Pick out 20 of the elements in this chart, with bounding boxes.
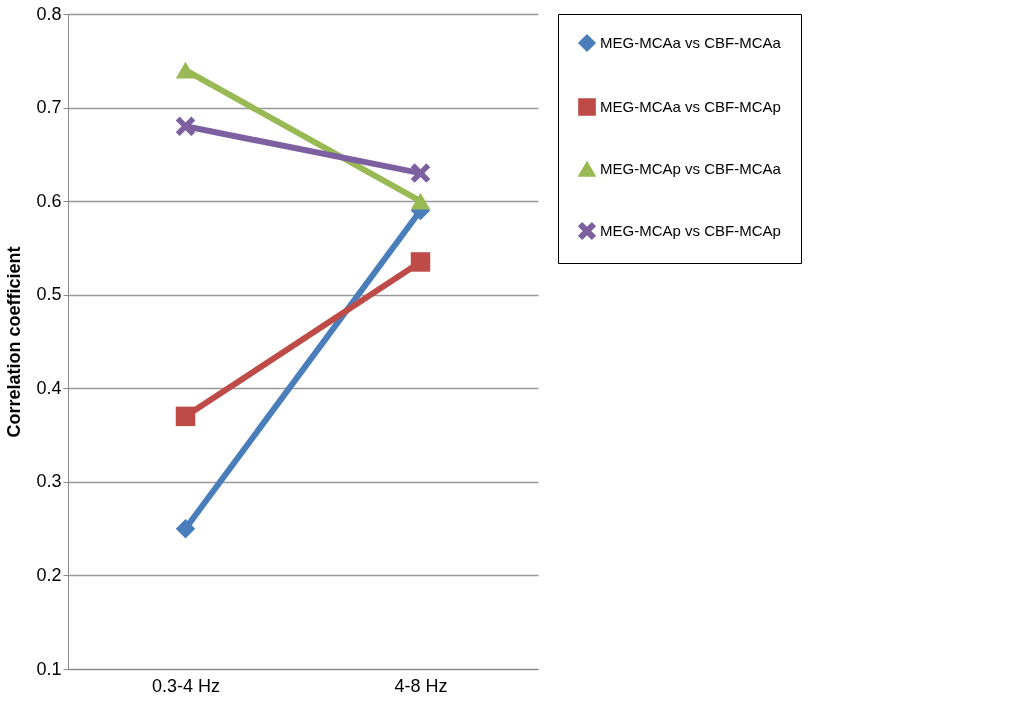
y-tick-label: 0.3 — [36, 471, 62, 492]
legend-label: MEG-MCAa vs CBF-MCAp — [600, 98, 781, 115]
y-tick-label: 0.7 — [36, 97, 62, 118]
y-tick-label: 0.4 — [36, 377, 62, 398]
point — [410, 163, 431, 183]
y-tick-label: 0.5 — [36, 284, 62, 305]
point — [175, 518, 196, 539]
x-tick-label: 4-8 Hz — [394, 675, 448, 696]
point — [175, 406, 196, 427]
legend-label: MEG-MCAa vs CBF-MCAa — [600, 34, 782, 51]
point — [410, 252, 431, 272]
y-tick-label: 0.6 — [36, 190, 62, 211]
y-tick-label: 0.8 — [36, 3, 62, 24]
y-axis-title: Correlation coefficient — [4, 246, 25, 438]
y-tick-label: 0.2 — [36, 564, 62, 585]
x-tick-label: 0.3-4 Hz — [151, 675, 221, 696]
y-tick-label: 0.1 — [36, 658, 62, 679]
legend-label: MEG-MCAp vs CBF-MCAp — [600, 222, 781, 239]
legend-label: MEG-MCAp vs CBF-MCAa — [600, 160, 782, 177]
point — [175, 116, 196, 137]
